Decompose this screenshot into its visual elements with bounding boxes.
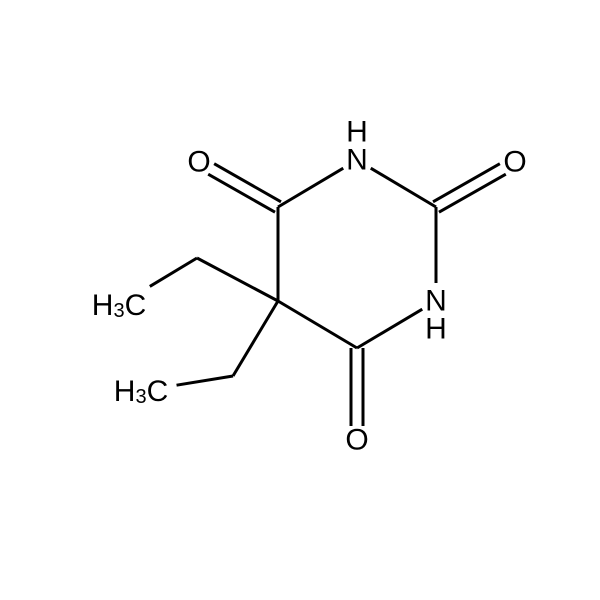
svg-text:H: H (425, 313, 447, 346)
svg-text:O: O (187, 146, 210, 179)
svg-text:H3C: H3C (92, 289, 146, 323)
svg-text:H: H (346, 116, 368, 149)
svg-text:O: O (345, 424, 368, 457)
svg-text:H3C: H3C (114, 375, 168, 409)
molecule-diagram: NHONHOOH3CH3C (0, 0, 600, 600)
svg-text:O: O (503, 146, 526, 179)
